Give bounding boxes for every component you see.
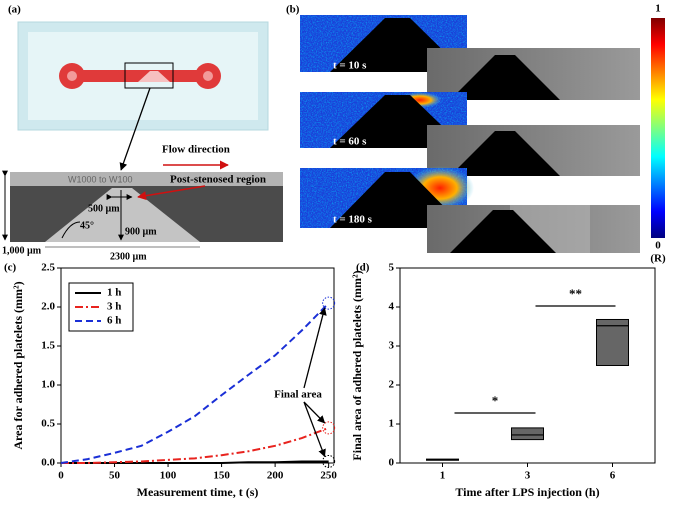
x-axis-label: Time after LPS injection (h): [455, 485, 599, 499]
box: [511, 427, 544, 441]
x-tick-label: 50: [109, 470, 121, 482]
y-tick-label: 2: [389, 379, 395, 391]
y-tick-label: 2.0: [41, 301, 55, 313]
x-tick-label: 150: [213, 470, 230, 482]
legend-label: 6 h: [107, 315, 121, 327]
panel-label: (d): [356, 262, 370, 274]
port-hole: [67, 71, 77, 81]
stenosis: [138, 71, 170, 82]
frame-row: t = 60 s: [300, 92, 640, 176]
y-tick-label: 0: [389, 457, 395, 469]
stenosis-mask: [450, 210, 556, 253]
frame-label: t = 60 s: [333, 136, 367, 148]
box: [596, 318, 629, 367]
y-tick-label: 0.5: [41, 418, 55, 430]
y-axis-label: Final area of adhered platelets (mm²): [350, 270, 364, 460]
y-tick-label: 0.0: [41, 457, 55, 469]
frame-label: t = 180 s: [333, 214, 373, 226]
length-label: 2300 µm: [110, 251, 147, 262]
x-tick-label: 0: [58, 470, 64, 482]
legend-label: 3 h: [107, 301, 121, 313]
frame-label: t = 10 s: [333, 60, 367, 72]
series-line: [61, 426, 330, 464]
x-tick-label: 1: [440, 470, 446, 482]
zoom-box: [124, 62, 174, 89]
y-tick-label: 5: [389, 262, 395, 274]
legend-label: 1 h: [107, 287, 121, 299]
panel-label: (b): [286, 4, 300, 16]
panel-b: (b) t = 10 s t = 60 s t = 180 s: [286, 3, 666, 265]
angle-arc: [61, 221, 81, 239]
final-marker: [322, 454, 336, 468]
height-label: 900 µm: [125, 226, 157, 237]
wall-label: W1000 to W100: [68, 174, 133, 184]
y-tick-label: 1.5: [41, 340, 55, 352]
channel-wall: [10, 172, 283, 186]
y-tick-label: 1.0: [41, 379, 55, 391]
annotation: Final area: [274, 389, 322, 401]
stenosis-mask: [450, 55, 560, 100]
panel-label: (a): [8, 4, 21, 16]
significance-label: *: [492, 393, 499, 408]
port-hole: [203, 71, 213, 81]
series-line: [60, 302, 330, 464]
colorbar-max: 1: [655, 3, 661, 15]
panel-label: (c): [4, 262, 17, 274]
region-arrow: [137, 185, 206, 201]
annotation-arrow: [303, 307, 327, 389]
final-marker: [322, 296, 336, 310]
y-tick-label: 4: [389, 301, 395, 313]
x-axis-label: Measurement time, t (s): [137, 485, 259, 499]
final-marker: [322, 421, 336, 435]
stenosis-section: [45, 188, 200, 242]
x-tick-label: 200: [267, 470, 284, 482]
width-label: 1,000 µm: [2, 245, 42, 256]
x-tick-label: 250: [320, 470, 337, 482]
gap-label: 500 µm: [88, 203, 120, 214]
angle-label: 45°: [80, 220, 94, 231]
annotation-arrow: [303, 401, 326, 458]
channel: [72, 70, 208, 82]
y-tick-label: 1: [389, 418, 395, 430]
significance-label: **: [569, 286, 582, 301]
frame-row: t = 10 s: [300, 15, 640, 100]
y-tick-label: 3: [389, 340, 395, 352]
y-axis-label: Area for adhered platelets (mm²): [11, 281, 25, 449]
x-tick-label: 100: [160, 470, 177, 482]
series-line: [61, 460, 329, 464]
zoom-arrow: [119, 87, 151, 171]
x-tick-label: 3: [525, 470, 531, 482]
frame-row: t = 180 s: [300, 166, 640, 253]
region-label: Post-stenosed region: [170, 174, 266, 186]
x-tick-label: 6: [610, 470, 616, 482]
y-tick-label: 2.5: [41, 262, 55, 274]
colorbar: [651, 18, 665, 238]
flow-label: Flow direction: [162, 144, 230, 156]
annotation-arrow: [303, 401, 326, 424]
colorbar-label: (R): [650, 253, 666, 265]
panel-a: (a) Flow direction W1000 to W100 Post-st…: [2, 4, 283, 262]
stenosis-mask: [450, 131, 560, 176]
colorbar-min: 0: [655, 240, 661, 252]
